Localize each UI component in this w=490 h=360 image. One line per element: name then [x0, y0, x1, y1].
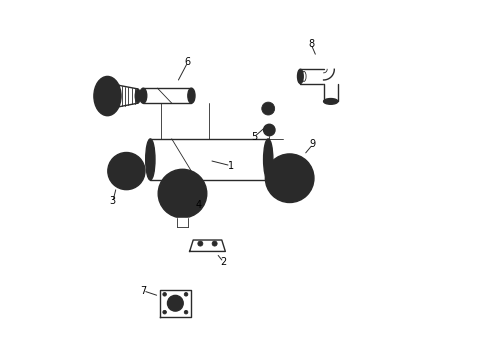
Text: 8: 8	[308, 39, 314, 49]
Circle shape	[266, 154, 314, 203]
Circle shape	[212, 241, 217, 246]
Text: 9: 9	[310, 139, 316, 149]
Circle shape	[184, 310, 188, 314]
Circle shape	[198, 241, 203, 246]
Ellipse shape	[146, 139, 155, 180]
Polygon shape	[300, 69, 323, 84]
Circle shape	[114, 158, 139, 184]
Ellipse shape	[94, 76, 121, 116]
Polygon shape	[323, 84, 338, 102]
Ellipse shape	[264, 139, 273, 180]
Ellipse shape	[140, 88, 147, 103]
Polygon shape	[190, 240, 225, 251]
Circle shape	[168, 296, 183, 311]
Text: 7: 7	[140, 286, 147, 296]
Text: 1: 1	[228, 161, 234, 171]
Text: 2: 2	[220, 257, 227, 267]
Circle shape	[108, 153, 145, 190]
Polygon shape	[119, 85, 138, 107]
Ellipse shape	[323, 99, 338, 104]
Text: 4: 4	[196, 200, 201, 210]
Circle shape	[163, 310, 167, 314]
Text: 6: 6	[185, 57, 191, 67]
Circle shape	[112, 163, 118, 170]
Polygon shape	[150, 139, 268, 180]
Circle shape	[184, 293, 188, 296]
Circle shape	[262, 102, 275, 115]
Ellipse shape	[297, 69, 303, 84]
Ellipse shape	[135, 89, 141, 103]
Polygon shape	[268, 139, 283, 180]
Circle shape	[158, 169, 207, 218]
Circle shape	[264, 124, 275, 136]
Circle shape	[271, 159, 308, 197]
Text: 5: 5	[251, 132, 257, 142]
Polygon shape	[177, 218, 188, 227]
Circle shape	[163, 293, 167, 296]
Ellipse shape	[188, 88, 195, 103]
Text: 3: 3	[110, 197, 116, 206]
Polygon shape	[143, 88, 192, 103]
Circle shape	[164, 175, 201, 212]
Polygon shape	[160, 290, 191, 317]
